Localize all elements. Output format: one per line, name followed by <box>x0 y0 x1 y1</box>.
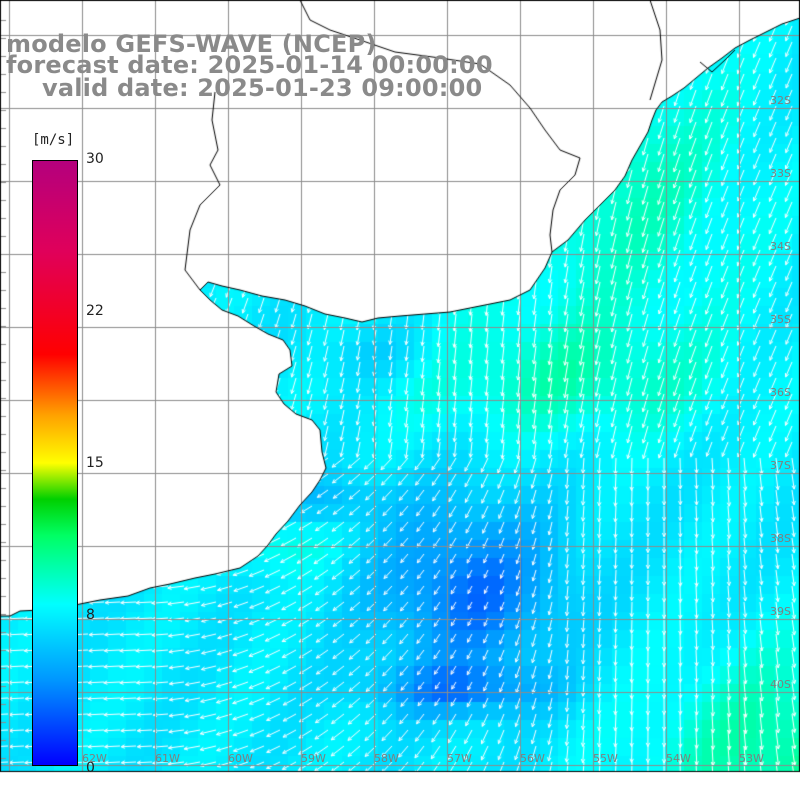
valid-date: valid date: 2025-01-23 09:00:00 <box>42 74 483 102</box>
lat-label-32s: 32S <box>770 94 791 107</box>
lat-label-35s: 35S <box>770 313 791 326</box>
colorbar-tick-22: 22 <box>86 303 104 319</box>
lat-label-34s: 34S <box>770 240 791 253</box>
lon-label-58w: 58W <box>374 752 399 765</box>
lon-label-54w: 54W <box>666 752 691 765</box>
lon-label-55w: 55W <box>593 752 618 765</box>
lon-label-53w: 53W <box>739 752 764 765</box>
colorbar <box>32 160 78 766</box>
lon-label-56w: 56W <box>520 752 545 765</box>
lon-label-59w: 59W <box>301 752 326 765</box>
colorbar-tick-8: 8 <box>86 607 95 623</box>
colorbar-tick-15: 15 <box>86 455 104 471</box>
colorbar-unit: [m/s] <box>32 132 75 148</box>
colorbar-tick-30: 30 <box>86 151 104 167</box>
lat-label-36s: 36S <box>770 386 791 399</box>
lat-label-37s: 37S <box>770 459 791 472</box>
lat-label-38s: 38S <box>770 532 791 545</box>
lat-label-33s: 33S <box>770 167 791 180</box>
model-title: modelo GEFS-WAVE (NCEP) <box>6 30 377 58</box>
lat-label-40s: 40S <box>770 678 791 691</box>
forecast-date: forecast date: 2025-01-14 00:00:00 <box>6 51 493 79</box>
lon-label-60w: 60W <box>228 752 253 765</box>
colorbar-tick-0: 0 <box>86 760 95 776</box>
lon-label-61w: 61W <box>155 752 180 765</box>
lon-label-62w: 62W <box>82 752 107 765</box>
lon-label-57w: 57W <box>447 752 472 765</box>
lat-label-39s: 39S <box>770 605 791 618</box>
